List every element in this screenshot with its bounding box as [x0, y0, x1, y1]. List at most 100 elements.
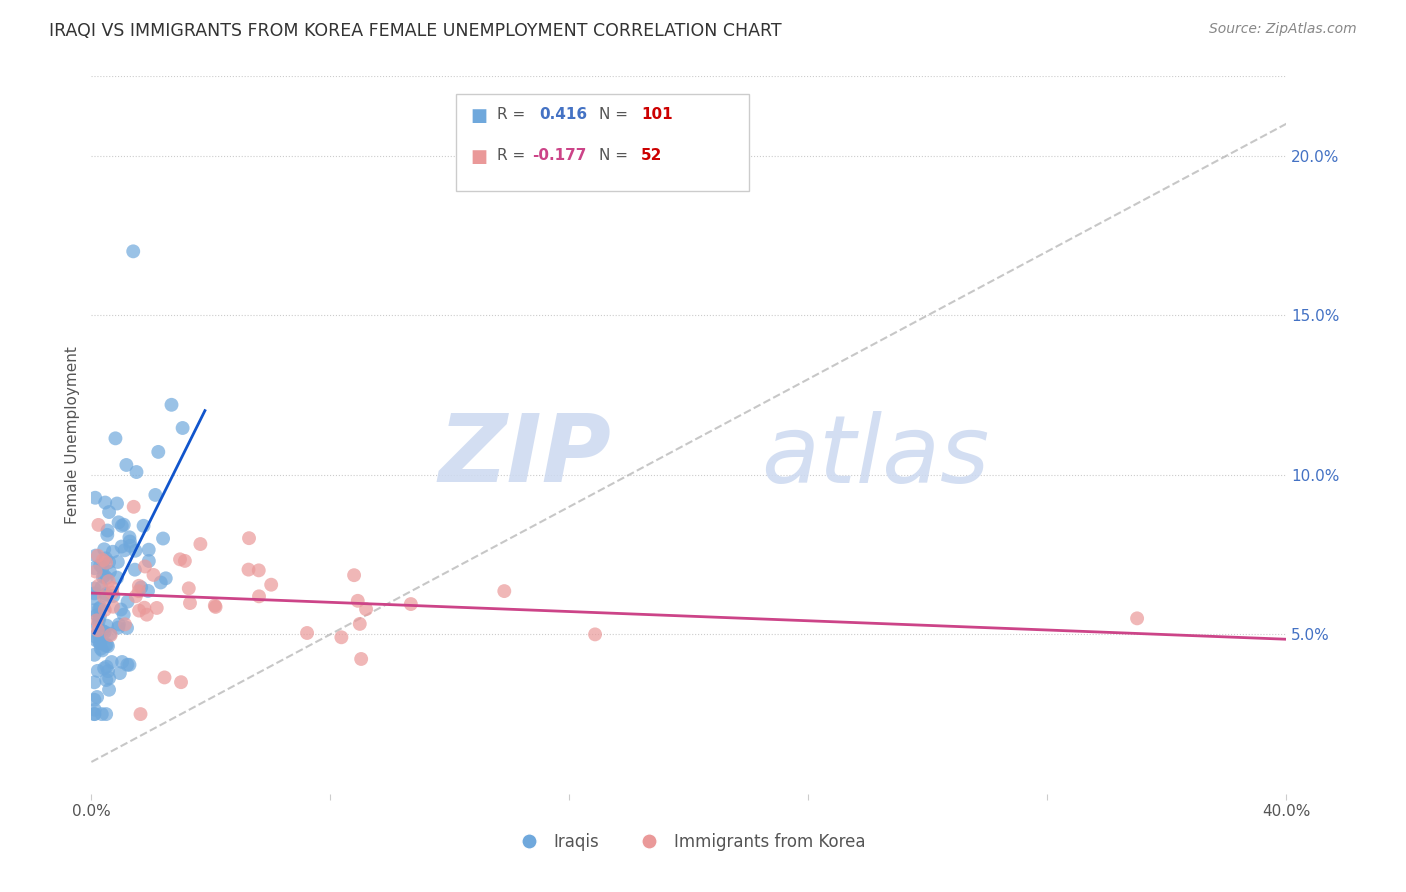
Point: [94, 556, 117, 570]
Text: 101: 101: [641, 107, 672, 121]
Point: [494, 584, 516, 599]
Point: [112, 517, 135, 532]
Point: [91, 570, 114, 584]
Point: [97, 574, 120, 588]
Point: [172, 421, 194, 435]
Point: [343, 568, 366, 582]
Point: [83, 703, 105, 717]
Point: [399, 597, 422, 611]
Text: -0.177: -0.177: [533, 147, 586, 162]
Text: ZIP: ZIP: [439, 410, 612, 502]
Text: 52: 52: [641, 147, 662, 162]
Point: [114, 543, 136, 558]
Point: [97, 639, 120, 653]
Point: [110, 602, 132, 616]
Point: [96, 659, 118, 673]
Point: [96, 524, 118, 538]
Point: [93, 542, 115, 557]
Point: [145, 488, 167, 502]
Point: [98, 555, 121, 569]
Point: [354, 602, 377, 616]
Point: [169, 552, 191, 566]
Point: [100, 628, 122, 642]
Point: [101, 581, 124, 595]
Point: [94, 639, 117, 653]
Point: [238, 531, 260, 545]
Point: [110, 540, 132, 554]
Point: [83, 591, 105, 606]
Point: [86, 664, 108, 678]
Text: ■: ■: [470, 107, 488, 125]
Point: [142, 568, 165, 582]
Text: atlas: atlas: [761, 411, 988, 502]
Point: [145, 601, 167, 615]
Point: [112, 607, 135, 622]
Point: [83, 586, 105, 600]
Point: [101, 599, 124, 614]
Point: [128, 584, 150, 599]
Point: [114, 617, 136, 632]
Point: [128, 604, 150, 618]
Point: [89, 600, 111, 615]
Point: [295, 626, 318, 640]
Point: [98, 505, 121, 519]
Point: [103, 589, 125, 603]
Point: [349, 616, 371, 631]
Point: [108, 666, 131, 681]
Point: [83, 692, 105, 706]
Point: [83, 561, 105, 575]
Point: [84, 549, 107, 563]
Text: R =: R =: [496, 107, 524, 121]
Point: [97, 664, 120, 678]
Point: [107, 621, 129, 635]
Point: [89, 558, 111, 573]
Point: [91, 643, 114, 657]
Point: [94, 707, 117, 722]
Point: [83, 675, 105, 690]
Point: [93, 568, 115, 582]
Point: [346, 594, 368, 608]
Point: [179, 596, 201, 610]
Point: [138, 554, 160, 568]
Point: [330, 630, 353, 644]
Point: [87, 618, 110, 632]
Text: N =: N =: [599, 107, 628, 121]
Point: [238, 563, 260, 577]
Point: [117, 595, 139, 609]
Point: [89, 636, 111, 650]
Point: [583, 627, 606, 641]
Point: [91, 553, 114, 567]
Point: [89, 636, 111, 650]
Point: [1126, 611, 1149, 625]
Point: [104, 431, 127, 445]
Point: [94, 587, 117, 601]
Point: [107, 516, 129, 530]
Point: [260, 577, 283, 591]
Point: [107, 555, 129, 569]
Point: [96, 673, 118, 687]
Point: [86, 613, 108, 627]
Point: [84, 491, 107, 505]
Point: [111, 655, 134, 669]
Text: R =: R =: [496, 147, 524, 162]
Point: [83, 707, 105, 722]
Point: [108, 617, 131, 632]
Point: [173, 554, 195, 568]
Point: [83, 707, 105, 722]
Point: [122, 500, 145, 514]
Point: [204, 599, 226, 614]
Point: [138, 542, 160, 557]
Point: [129, 581, 152, 595]
Point: [89, 609, 111, 624]
Point: [96, 618, 118, 632]
Point: [100, 627, 122, 641]
Point: [124, 563, 146, 577]
Point: [98, 565, 121, 579]
Text: IRAQI VS IMMIGRANTS FROM KOREA FEMALE UNEMPLOYMENT CORRELATION CHART: IRAQI VS IMMIGRANTS FROM KOREA FEMALE UN…: [49, 22, 782, 40]
Point: [120, 539, 142, 553]
Point: [83, 648, 105, 662]
Text: Source: ZipAtlas.com: Source: ZipAtlas.com: [1209, 22, 1357, 37]
Point: [177, 582, 200, 596]
Point: [135, 607, 157, 622]
Point: [94, 551, 117, 566]
